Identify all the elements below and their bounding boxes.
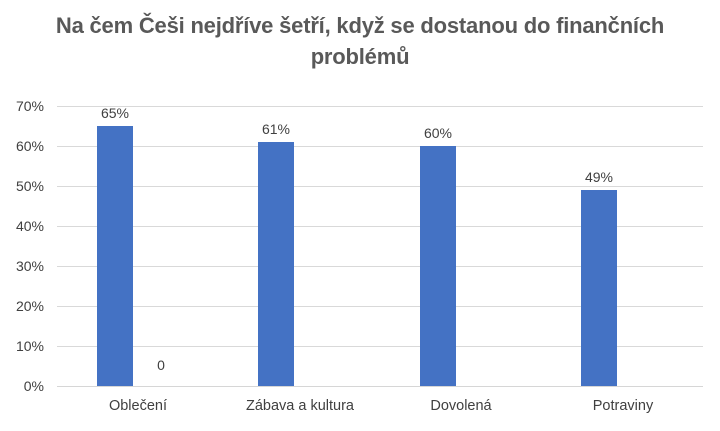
gridline (57, 186, 703, 187)
bar-value-label: 61% (261, 121, 291, 137)
bar-value-label: 49% (584, 169, 614, 185)
x-axis-category-label: Dovolená (430, 398, 492, 414)
bar-4 (581, 190, 617, 386)
gridline (57, 266, 703, 267)
x-axis-category-label: Zábava a kultura (245, 398, 354, 414)
y-axis-tick-label: 10% (15, 338, 44, 354)
bar-2 (258, 142, 294, 386)
gridline (57, 226, 703, 227)
x-axis-line (57, 386, 703, 387)
bar-value-label: 60% (423, 125, 453, 141)
y-axis-tick-label: 70% (15, 98, 44, 114)
bar-3 (420, 146, 456, 386)
chart-title: Na čem Češi nejdříve šetří, když se dost… (55, 13, 665, 69)
gridline (57, 146, 703, 147)
bar-value-label: 65% (100, 105, 130, 121)
x-axis-category-label: Oblečení (108, 398, 168, 414)
x-axis-category-label: Potraviny (592, 398, 654, 414)
y-axis-tick-label: 50% (15, 178, 44, 194)
bar-1 (97, 126, 133, 386)
gridline (57, 106, 703, 107)
y-axis-tick-label: 0% (23, 378, 44, 394)
y-axis-tick-label: 20% (15, 298, 44, 314)
y-axis-tick-label: 60% (15, 138, 44, 154)
gridline (57, 346, 703, 347)
y-axis-tick-label: 30% (15, 258, 44, 274)
gridline (57, 306, 703, 307)
zero-value-label: 0 (157, 357, 165, 373)
y-axis-tick-label: 40% (15, 218, 44, 234)
